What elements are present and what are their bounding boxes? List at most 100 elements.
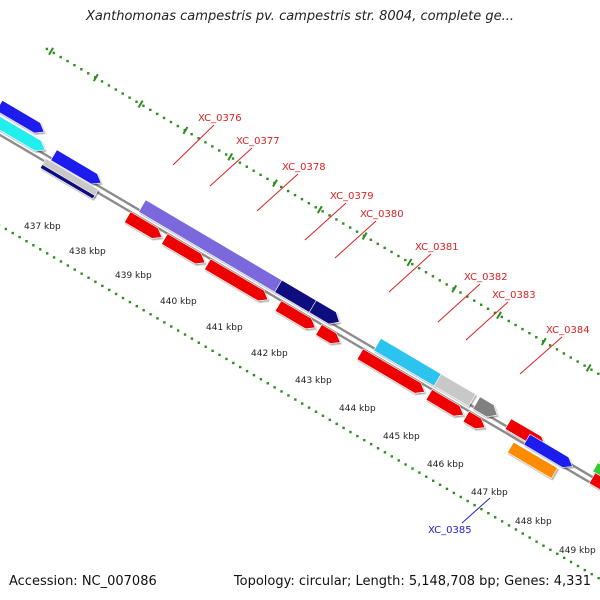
inner-dotted-ring xyxy=(170,325,173,328)
gene-label-xc-0381[interactable]: XC_0381 xyxy=(415,242,459,253)
outer-ring-tick xyxy=(137,100,144,109)
feature-layer xyxy=(0,99,600,516)
outer-dotted-ring xyxy=(266,177,269,181)
inner-dotted-ring xyxy=(314,410,318,413)
inner-dotted-ring xyxy=(473,503,476,507)
outer-dotted-ring xyxy=(328,214,331,217)
gene-label-xc-0384[interactable]: XC_0384 xyxy=(546,325,590,336)
inner-dotted-ring xyxy=(369,442,373,446)
inner-dotted-ring xyxy=(45,252,49,255)
outer-dotted-ring xyxy=(45,47,49,51)
gene-label-xc-0378[interactable]: XC_0378 xyxy=(282,162,326,173)
gene-label-xc-0380[interactable]: XC_0380 xyxy=(360,209,404,220)
inner-dotted-ring xyxy=(94,280,97,283)
inner-dotted-ring xyxy=(135,304,138,308)
outer-dotted-ring xyxy=(348,226,352,229)
inner-dotted-ring xyxy=(273,386,276,389)
gene-label-xc-0379[interactable]: XC_0379 xyxy=(330,191,374,202)
inner-dotted-ring xyxy=(363,438,366,442)
outer-ring-tick xyxy=(182,126,189,135)
inner-dotted-ring xyxy=(4,227,8,231)
inner-dotted-ring xyxy=(549,548,552,551)
inner-dotted-ring xyxy=(583,568,587,572)
gene-feature-block[interactable] xyxy=(472,396,498,418)
outer-dotted-ring xyxy=(335,218,338,221)
inner-dotted-ring xyxy=(383,451,387,454)
inner-dotted-ring xyxy=(163,321,166,324)
outer-dotted-ring xyxy=(224,153,228,156)
gene-feature-block[interactable] xyxy=(0,99,45,134)
outer-dotted-ring xyxy=(135,100,138,103)
gene-feature-block[interactable] xyxy=(274,300,316,330)
gene-feature-block[interactable] xyxy=(425,389,464,417)
inner-dotted-ring xyxy=(349,430,352,434)
outer-ring-tick xyxy=(585,364,592,372)
inner-dotted-ring xyxy=(535,540,538,543)
inner-dotted-ring xyxy=(114,292,118,296)
outer-dotted-ring xyxy=(411,262,414,266)
gene-feature-block[interactable] xyxy=(138,199,283,293)
gene-feature-block[interactable] xyxy=(507,441,559,479)
inner-dotted-ring xyxy=(149,313,152,316)
outer-dotted-ring xyxy=(383,246,386,250)
outer-dotted-ring xyxy=(535,336,538,339)
outer-ring-tick xyxy=(451,284,458,293)
gene-label-xc-0377[interactable]: XC_0377 xyxy=(236,136,280,147)
inner-dotted-ring xyxy=(197,341,201,344)
gene-feature-block[interactable] xyxy=(50,149,102,185)
gene-feature-block[interactable] xyxy=(433,373,477,407)
outer-dotted-ring xyxy=(445,283,448,286)
gene-feature-block[interactable] xyxy=(523,433,573,468)
outer-dotted-ring xyxy=(293,193,297,197)
gene-feature-block[interactable] xyxy=(356,348,426,394)
gene-label-xc-0376[interactable]: XC_0376 xyxy=(198,113,242,124)
outer-dotted-ring xyxy=(466,295,469,298)
gene-label-xc-0383[interactable]: XC_0383 xyxy=(492,290,536,301)
inner-dotted-ring xyxy=(500,520,504,523)
outer-dotted-ring xyxy=(514,323,517,327)
gene-feature-block[interactable] xyxy=(462,410,486,430)
inner-dotted-ring xyxy=(238,365,242,369)
outer-ring-tick xyxy=(361,232,368,240)
gene-feature-block[interactable] xyxy=(315,324,341,344)
gene-label-xc-0385[interactable]: XC_0385 xyxy=(428,525,472,536)
inner-dotted-ring xyxy=(225,357,228,361)
inner-dotted-ring xyxy=(466,499,469,503)
inner-dotted-ring xyxy=(128,300,132,304)
inner-dotted-ring xyxy=(425,475,428,478)
gene-feature-block[interactable] xyxy=(161,233,206,265)
outer-dotted-ring xyxy=(176,124,180,128)
inner-dotted-ring xyxy=(52,256,56,259)
inner-dotted-ring xyxy=(356,434,359,438)
scale-tick-label: 444 kbp xyxy=(339,404,376,414)
outer-dotted-ring xyxy=(314,206,317,209)
gene-feature-block[interactable] xyxy=(588,472,600,516)
scale-tick-label: 449 kbp xyxy=(559,546,596,556)
inner-dotted-ring xyxy=(32,244,35,247)
outer-dotted-ring xyxy=(245,165,248,168)
outer-dotted-ring xyxy=(431,275,435,278)
gene-feature-block[interactable] xyxy=(0,113,46,152)
inner-dotted-ring xyxy=(156,317,159,320)
inner-dotted-ring xyxy=(294,398,297,401)
gene-feature-block[interactable] xyxy=(123,211,163,239)
gene-feature-block[interactable] xyxy=(592,462,600,510)
outer-dotted-ring xyxy=(59,55,62,59)
scale-tick-label: 446 kbp xyxy=(427,460,464,470)
inner-dotted-ring xyxy=(431,479,435,482)
gene-feature-block[interactable] xyxy=(204,258,269,302)
inner-dotted-ring xyxy=(542,544,545,547)
outer-dotted-ring xyxy=(162,116,166,120)
inner-dotted-ring xyxy=(108,288,111,292)
gene-label-xc-0382[interactable]: XC_0382 xyxy=(464,272,508,283)
inner-dotted-ring xyxy=(266,382,269,385)
inner-dotted-ring xyxy=(459,495,462,499)
gene-feature-block[interactable] xyxy=(308,299,340,325)
gene-feature-block[interactable] xyxy=(39,164,96,200)
inner-dotted-ring xyxy=(176,329,180,332)
gene-leader-line xyxy=(519,336,563,375)
inner-dotted-ring xyxy=(25,239,28,243)
inner-dotted-ring xyxy=(376,447,380,450)
inner-dotted-ring xyxy=(445,487,449,491)
